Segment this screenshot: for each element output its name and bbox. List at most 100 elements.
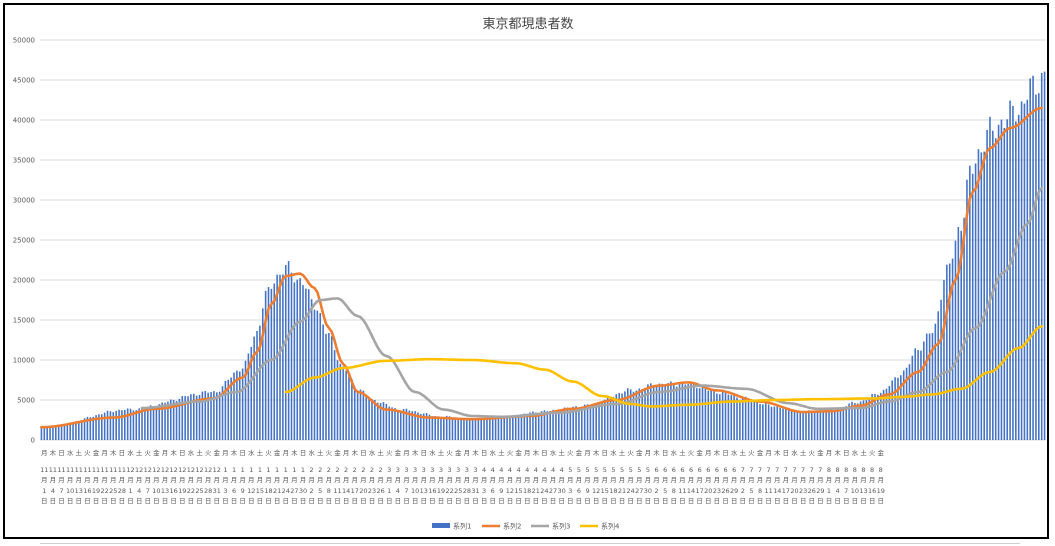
x-tick-month: 6 (723, 466, 727, 474)
x-tick-weekday: 土 (196, 448, 203, 457)
x-tick-day: 2 (741, 487, 745, 495)
x-tick-month: 2 (344, 466, 348, 474)
x-tick-day-suffix: 日 (740, 497, 747, 505)
bar (316, 310, 319, 440)
x-tick-day: 26 (721, 487, 729, 495)
bar (750, 399, 753, 440)
x-tick-day-suffix: 日 (653, 497, 660, 505)
x-tick-weekday: 火 (808, 449, 815, 457)
bar (313, 309, 316, 440)
x-tick-month-suffix: 月 (239, 476, 246, 484)
x-tick-month-suffix: 月 (757, 476, 764, 484)
x-tick-day-suffix: 日 (196, 497, 203, 505)
x-tick-day: 29 (730, 487, 738, 495)
x-tick-weekday: 日 (783, 449, 790, 457)
x-tick-day: 23 (368, 487, 376, 495)
x-tick-weekday: 水 (248, 448, 255, 457)
x-tick-day: 14 (342, 487, 350, 495)
x-tick-month: 4 (499, 466, 503, 474)
x-tick-day: 6 (232, 487, 236, 495)
x-tick-day-suffix: 日 (584, 497, 591, 505)
x-tick-month-suffix: 月 (412, 476, 419, 484)
x-tick-day: 20 (790, 487, 798, 495)
x-tick-month-suffix: 月 (334, 476, 341, 484)
bar (468, 418, 471, 440)
x-tick-month: 4 (491, 466, 495, 474)
x-tick-day-suffix: 日 (248, 497, 255, 505)
bar (905, 367, 908, 440)
bar (259, 325, 261, 440)
x-tick-month: 6 (672, 466, 676, 474)
bar (437, 416, 439, 440)
x-tick-weekday: 木 (714, 448, 721, 457)
x-tick-month-suffix: 月 (748, 476, 755, 484)
bar (207, 392, 209, 440)
bar (710, 390, 712, 440)
bar (793, 411, 796, 440)
x-tick-day: 21 (273, 487, 281, 495)
bar (764, 403, 767, 440)
bar (529, 412, 531, 440)
bar (572, 406, 574, 440)
bar (900, 375, 902, 440)
x-tick-weekday: 火 (205, 449, 212, 457)
bar (661, 383, 664, 440)
x-tick-month: 11 (40, 466, 48, 474)
bar (399, 410, 402, 440)
x-tick-month: 11 (101, 466, 109, 474)
x-tick-day-suffix: 日 (76, 497, 83, 505)
bar (253, 336, 255, 440)
x-tick-day-suffix: 日 (826, 497, 833, 505)
bar (779, 407, 781, 440)
x-tick-day-suffix: 日 (472, 497, 479, 505)
x-tick-weekday: 月 (162, 449, 169, 457)
x-tick-month: 12 (126, 466, 134, 474)
x-tick-day-suffix: 日 (222, 497, 229, 505)
x-tick-month-suffix: 月 (619, 476, 626, 484)
bar (601, 403, 603, 440)
bar (233, 372, 235, 440)
bar (322, 324, 324, 440)
bar (943, 280, 945, 440)
x-tick-month-suffix: 月 (84, 476, 91, 484)
bar (385, 403, 388, 440)
x-tick-month: 1 (249, 466, 253, 474)
bar (879, 392, 882, 440)
bar (851, 401, 853, 440)
bar (63, 424, 66, 440)
bar (526, 413, 528, 440)
x-tick-month-suffix: 月 (740, 476, 747, 484)
bar (655, 386, 658, 440)
x-tick-month: 5 (629, 466, 633, 474)
x-tick-month: 11 (49, 466, 57, 474)
bar (810, 411, 813, 440)
x-tick-day: 24 (627, 487, 635, 495)
x-tick-month: 12 (152, 466, 160, 474)
x-tick-day-suffix: 日 (420, 497, 427, 505)
x-tick-month-suffix: 月 (377, 476, 384, 484)
x-tick-month: 11 (118, 466, 126, 474)
bar (532, 411, 534, 440)
x-tick-weekday: 土 (619, 448, 626, 457)
bar (704, 388, 707, 440)
bar (994, 138, 997, 440)
x-tick-day: 19 (877, 487, 885, 495)
x-tick-day-suffix: 日 (498, 497, 505, 505)
x-tick-month: 4 (525, 466, 529, 474)
x-tick-day: 11 (678, 487, 686, 495)
bar (753, 399, 756, 440)
x-tick-day: 5 (663, 487, 667, 495)
x-tick-month: 3 (448, 466, 452, 474)
bar (471, 419, 474, 440)
bar (494, 418, 497, 440)
x-tick-weekday: 木 (834, 448, 841, 457)
x-tick-weekday: 月 (403, 449, 410, 457)
x-tick-day-suffix: 日 (791, 497, 798, 505)
bar (836, 409, 839, 440)
bar (115, 410, 117, 440)
x-tick-day-suffix: 日 (714, 497, 721, 505)
x-tick-month-suffix: 月 (584, 476, 591, 484)
x-tick-day: 25 (454, 487, 462, 495)
bar (762, 404, 764, 440)
bar (175, 401, 178, 440)
